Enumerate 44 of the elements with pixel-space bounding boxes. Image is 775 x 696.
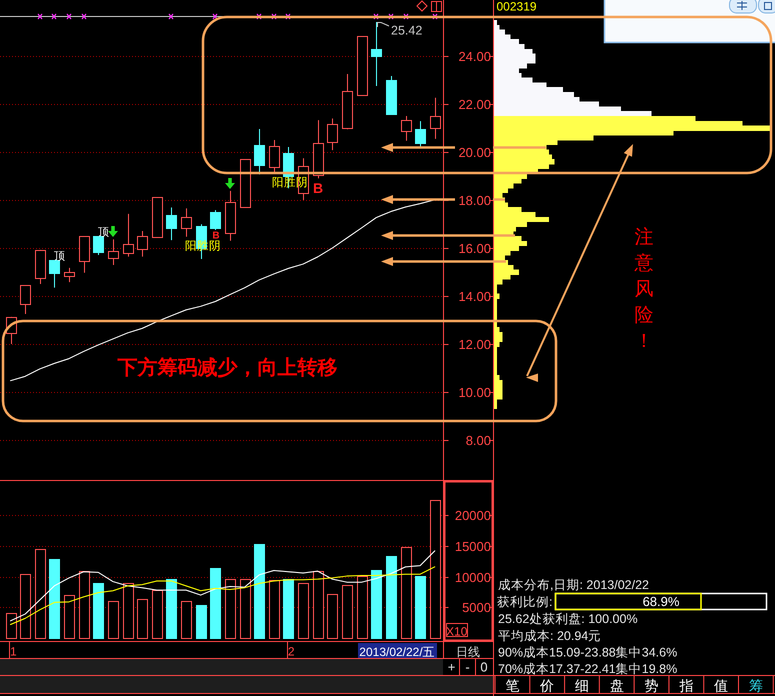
annotation: 下方筹码减少，向上转移	[116, 356, 338, 379]
y-tick-label: 14.00	[458, 289, 491, 304]
y-tick-label: 22.00	[458, 97, 491, 112]
category-label: 笔	[505, 678, 520, 694]
text: 70%成本17.37-22.41集中19.8%	[498, 662, 678, 676]
text: 日线	[456, 645, 480, 659]
y-tick-label: 18.00	[458, 193, 491, 208]
category-label: 值	[714, 678, 728, 694]
text: 68.9%	[642, 594, 680, 609]
x-tick-label: 1	[10, 644, 17, 658]
category-label: 指	[678, 678, 694, 694]
text: 成本分布,日期: 2013/02/22	[498, 578, 650, 592]
annotation: B	[212, 230, 220, 242]
y-tick-label: 15000	[454, 539, 491, 554]
y-tick-label: 8.00	[466, 433, 491, 448]
text: 2013/02/22/五	[359, 645, 435, 659]
annotation: 25.42	[391, 24, 422, 38]
category-label: 细	[574, 678, 589, 694]
annotation: B	[312, 180, 324, 196]
annotation: 顶	[54, 250, 65, 262]
text: X10	[446, 624, 468, 638]
y-tick-label: 12.00	[458, 337, 491, 352]
x-tick-label: 2	[288, 644, 295, 658]
category-label: 势	[644, 678, 659, 694]
text: 平均成本: 20.94元	[498, 629, 602, 643]
y-tick-label: 20.00	[458, 145, 491, 160]
category-label: 价	[539, 678, 554, 694]
text: -	[465, 660, 470, 674]
y-tick-label: 10000	[454, 570, 491, 585]
y-tick-label: 10.00	[458, 385, 491, 400]
y-tick-label: 20000	[454, 508, 491, 523]
category-label: 筹	[748, 678, 763, 694]
annotation: 注意风险！	[634, 226, 654, 352]
text: 获利比例:	[497, 595, 552, 609]
text: +	[448, 660, 456, 674]
text: 002319	[496, 0, 537, 14]
y-tick-label: 5000	[462, 600, 491, 615]
y-tick-label: 24.00	[458, 49, 491, 64]
annotation: 顶	[98, 226, 109, 238]
text: 0	[480, 660, 488, 674]
text: 90%成本15.09-23.88集中34.6%	[498, 646, 678, 660]
y-tick-label: 16.00	[458, 241, 491, 256]
text: 25.62处获利盘: 100.00%	[498, 612, 638, 626]
category-label: 盘	[610, 678, 624, 694]
